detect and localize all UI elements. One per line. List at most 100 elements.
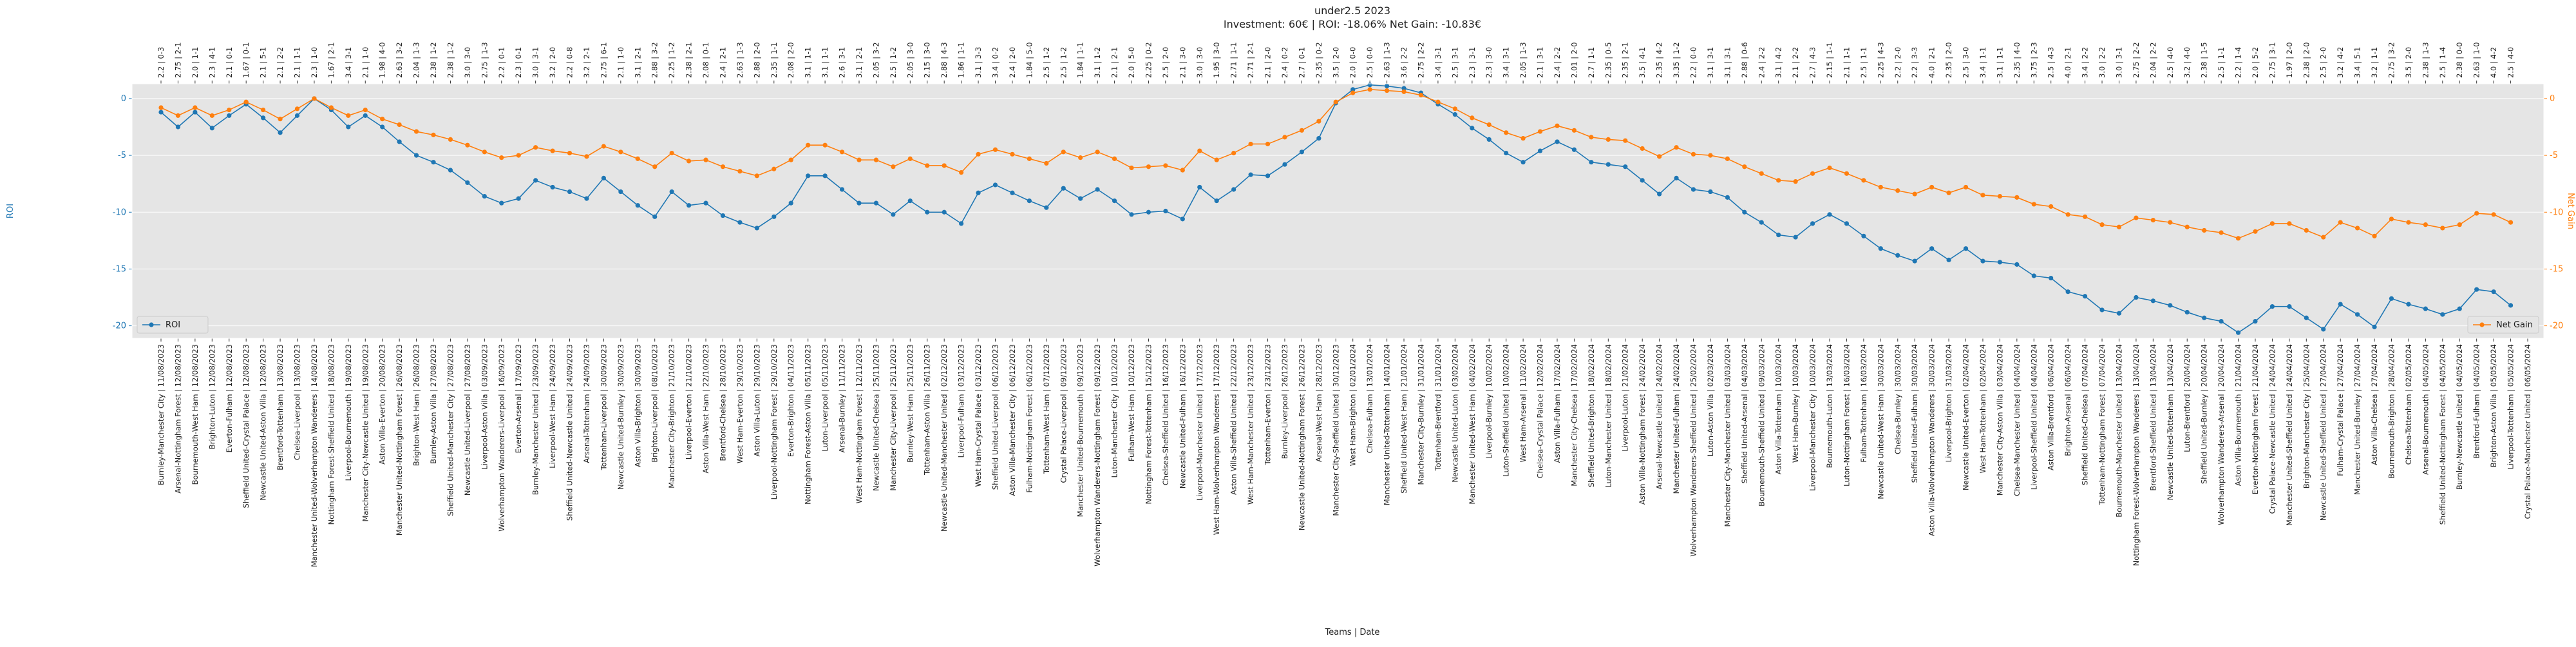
x-axis-label: Teams | Date (1325, 628, 1380, 637)
x2-tick-label: 3.5 | 2-0 (1331, 47, 1340, 78)
x-tick-label: Burnley-Manchester City | 11/08/2023 (156, 344, 166, 485)
data-point (193, 105, 198, 110)
data-point (1452, 112, 1457, 117)
data-point (1231, 187, 1236, 192)
data-point (1282, 162, 1287, 167)
data-point (413, 129, 419, 134)
x-tick-label: Tottenham-Everton | 23/12/2023 (1264, 344, 1273, 465)
x2-tick-label: 2.63 | 1-3 (1383, 42, 1392, 78)
x2-tick-label: 2.4 | 0-2 (1280, 47, 1289, 78)
x2-tick-label: 3.0 | 3-1 (531, 47, 540, 78)
data-point (601, 144, 607, 149)
x-tick-label: Arsenal-Newcastle United | 24/02/2024 (1655, 344, 1664, 489)
x-tick-label: Chelsea-Crystal Palace | 12/02/2024 (1536, 344, 1545, 478)
x2-tick-label: 3.1 | 3-3 (974, 47, 983, 78)
x2-tick-label: 3.0 | 3-1 (2114, 47, 2123, 78)
data-point (2031, 273, 2036, 278)
x2-tick-label: 3.1 | 1-1 (804, 47, 813, 78)
data-point (2049, 275, 2054, 281)
data-point (1895, 253, 1900, 258)
data-point (737, 220, 743, 225)
data-point (2440, 312, 2445, 317)
x2-tick-label: 2.5 | 4-3 (2047, 47, 2056, 78)
data-point (754, 173, 759, 179)
x2-tick-label: 2.5 | 2-0 (1161, 47, 1170, 78)
x2-tick-label: 3.2 | 2-1 (582, 47, 591, 78)
y-tick-label: -15 (113, 264, 126, 274)
x-tick-label: Manchester United-Burnley | 27/04/2024 (2353, 344, 2362, 495)
x2-tick-label: 2.35 | 2-1 (1621, 42, 1630, 78)
x-tick-label: Everton-Brighton | 04/11/2023 (786, 344, 795, 457)
x-tick-label: Burnley-West Ham | 25/11/2023 (905, 344, 914, 463)
x2-tick-label: 3.1 | 3-1 (1723, 47, 1732, 78)
x-tick-label: Brighton-Aston Villa | 05/05/2024 (2489, 344, 2498, 467)
data-point (550, 184, 555, 190)
x-tick-label: Newcastle United-Fulham | 16/12/2023 (1178, 344, 1187, 488)
x-tick-label: Arsenal-Tottenham | 24/09/2023 (582, 344, 591, 463)
x2-tick-label: 2.1 | 0-1 (225, 47, 234, 78)
data-point (567, 189, 573, 195)
x-tick-label: Manchester City-Newcastle United | 19/08… (361, 344, 370, 522)
x2-tick-label: 2.1 | 5-1 (259, 47, 268, 78)
legend-marker (149, 322, 154, 327)
x-tick-label: Newcastle United-Sheffield United | 27/0… (2319, 344, 2328, 521)
x-tick-label: Brentford-Tottenham | 13/08/2023 (276, 344, 285, 470)
data-point (2372, 233, 2377, 238)
x-tick-label: Brighton-West Ham | 26/08/2023 (412, 344, 421, 466)
data-point (1861, 178, 1866, 183)
data-point (1129, 165, 1134, 171)
x-tick-label: Aston Villa-Chelsea | 27/04/2024 (2370, 344, 2379, 465)
x-tick-label: Manchester City-Aston Villa | 03/04/2024 (1995, 344, 2004, 496)
data-point (227, 107, 232, 113)
data-point (1095, 150, 1100, 155)
x2-tick-label: 2.6 | 3-1 (838, 47, 847, 78)
x-tick-label: Liverpool-Brighton | 31/03/2024 (1944, 344, 1953, 462)
data-point (1470, 115, 1475, 121)
data-point (2338, 220, 2343, 225)
x-tick-label: Liverpool-Manchester United | 17/12/2023 (1195, 344, 1204, 501)
data-point (2014, 262, 2020, 267)
x-tick-label: Newcastle United-Burnley | 30/09/2023 (616, 344, 625, 490)
x-tick-label: Sheffield United-Burnley | 20/04/2024 (2200, 344, 2209, 484)
data-point (1044, 205, 1049, 210)
x2-tick-label: 2.3 | 4-1 (207, 47, 216, 78)
x-tick-label: Aston Villa-Tottenham | 10/03/2024 (1774, 344, 1783, 474)
x2-tick-label: 2.38 | 1-2 (429, 42, 438, 78)
data-point (1810, 221, 1815, 226)
x-tick-label: Manchester City-Brighton | 21/10/2023 (667, 344, 676, 488)
data-point (1571, 147, 1577, 152)
x2-tick-label: 1.86 | 1-1 (957, 42, 966, 78)
x-tick-label: Crystal Palace-Liverpool | 09/12/2023 (1059, 344, 1068, 483)
data-point (1589, 135, 1594, 140)
data-point (2253, 318, 2258, 324)
x-tick-label: Aston Villa-Fulham | 17/02/2024 (1553, 344, 1562, 463)
x-tick-label: Bournemouth-West Ham | 12/08/2023 (191, 344, 200, 485)
x2-tick-label: 3.1 | 3-1 (1706, 47, 1715, 78)
x-tick-label: Crystal Palace-Newcastle United | 24/04/… (2268, 344, 2277, 514)
data-point (482, 193, 487, 199)
data-point (2269, 304, 2275, 309)
legend: ROI (137, 316, 209, 334)
data-point (2202, 227, 2207, 233)
x2-tick-label: 3.4 | 3-1 (344, 47, 353, 78)
x-tick-label: Aston Villa-Bournemouth | 21/04/2024 (2234, 344, 2243, 486)
data-point (635, 156, 640, 161)
x2-tick-label: 3.6 | 2-2 (1399, 47, 1408, 78)
data-point (2304, 227, 2309, 233)
data-point (2219, 318, 2224, 324)
x-tick-label: Brighton-Liverpool | 08/10/2023 (650, 344, 659, 463)
y2-axis-label: Net Gain (2566, 193, 2575, 229)
x-tick-label: Sheffield United-Newcastle United | 24/0… (565, 344, 574, 521)
x-tick-label: Sheffield United-Arsenal | 04/03/2024 (1740, 344, 1749, 483)
data-point (1929, 246, 1935, 251)
x-tick-label: Bournemouth-Brighton | 28/04/2024 (2387, 344, 2396, 479)
x2-tick-label: 3.1 | 1-1 (1995, 47, 2004, 78)
data-point (1980, 193, 1985, 198)
x2-tick-label: 2.04 | 1-3 (412, 42, 421, 78)
data-point (2031, 202, 2036, 207)
data-point (976, 190, 981, 195)
x2-tick-label: 2.63 | 1-0 (2472, 42, 2481, 78)
x-tick-label: Tottenham-Liverpool | 30/09/2023 (599, 344, 608, 470)
data-point (1486, 137, 1492, 142)
y-tick-label: -5 (118, 151, 126, 160)
